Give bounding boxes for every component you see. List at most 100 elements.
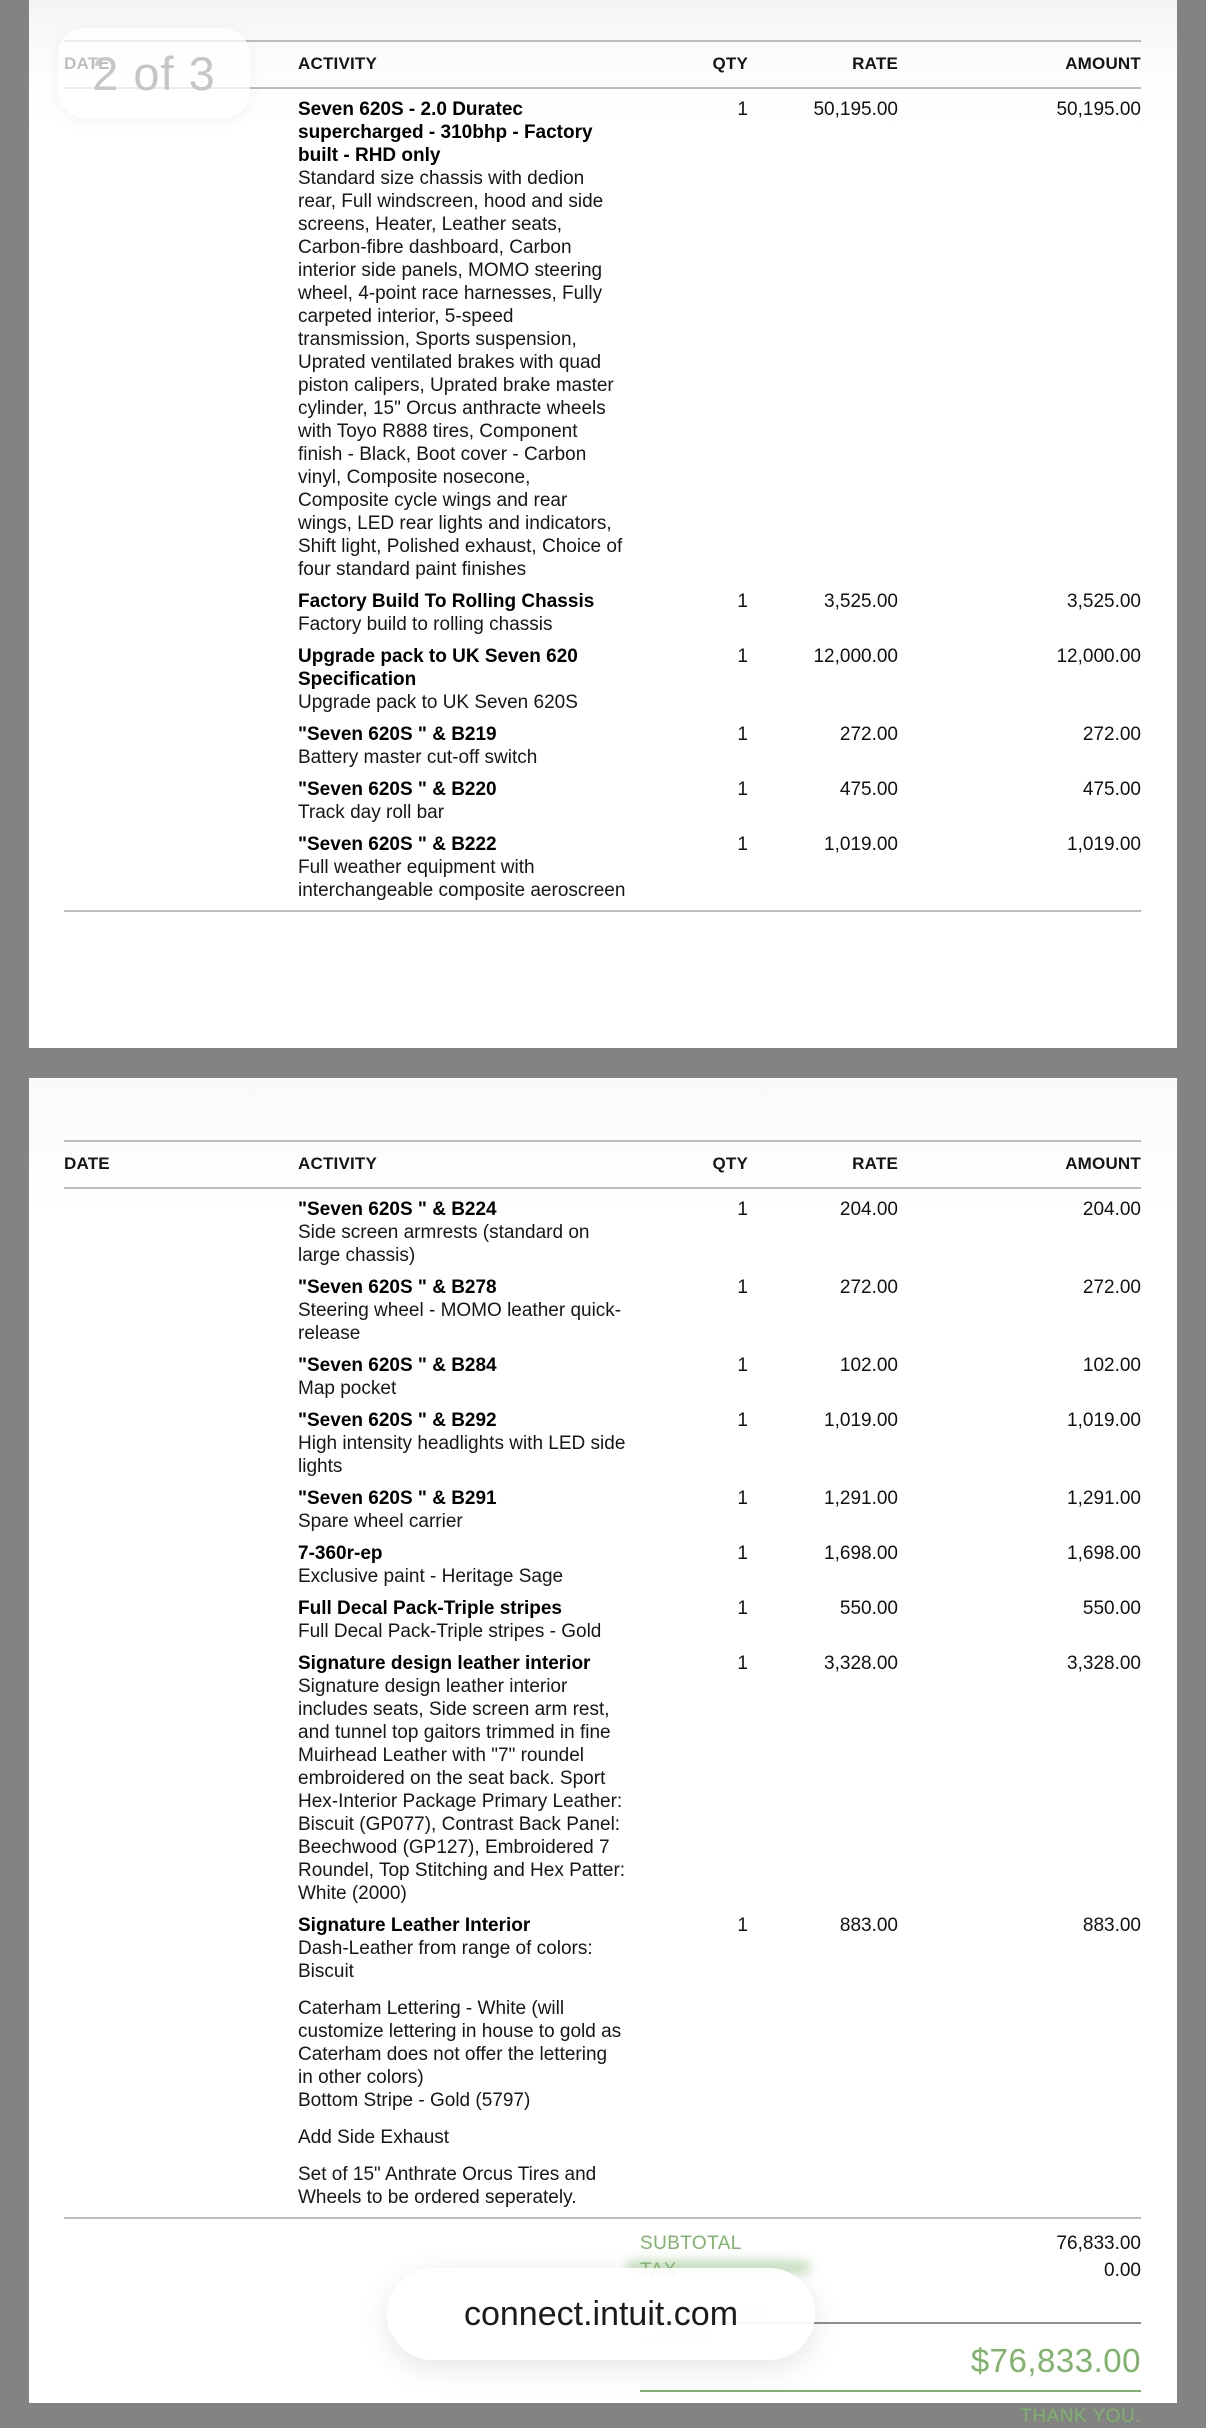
column-header-rate: RATE [852, 54, 898, 73]
item-amount: 1,019.00 [1067, 834, 1141, 855]
invoice-page-2: DATE ACTIVITY QTY RATE AMOUNT "Seven 620… [29, 1078, 1177, 2427]
table-row: 7-360r-ep Exclusive paint - Heritage Sag… [64, 1542, 1141, 1588]
item-description: Battery master cut-off switch [298, 747, 538, 768]
item-title: 7-360r-ep [298, 1543, 383, 1564]
table-row: Factory Build To Rolling Chassis Factory… [64, 590, 1141, 636]
item-amount: 272.00 [1082, 724, 1141, 745]
item-qty: 1 [737, 779, 748, 800]
item-qty: 1 [737, 1410, 748, 1431]
item-title: "Seven 620S " & B220 [298, 779, 497, 800]
item-rate: 883.00 [839, 1915, 898, 1936]
item-title: "Seven 620S " & B278 [298, 1277, 497, 1298]
table-row: Upgrade pack to UK Seven 620 Specificati… [64, 645, 1141, 714]
balance-due-value: $76,833.00 [970, 2342, 1141, 2379]
item-title: "Seven 620S " & B224 [298, 1199, 497, 1220]
item-amount: 272.00 [1082, 1277, 1141, 1298]
table-row: "Seven 620S " & B224 Side screen armrest… [64, 1198, 1141, 1267]
item-title: Signature Leather Interior [298, 1915, 531, 1936]
table-row: "Seven 620S " & B278 Steering wheel - MO… [64, 1276, 1141, 1345]
item-title: "Seven 620S " & B222 [298, 834, 497, 855]
column-header-amount: AMOUNT [1065, 54, 1141, 73]
item-qty: 1 [737, 1488, 748, 1509]
item-rate: 475.00 [839, 779, 898, 800]
item-amount: 1,698.00 [1067, 1543, 1141, 1564]
item-description: Spare wheel carrier [298, 1511, 463, 1532]
item-qty: 1 [737, 1543, 748, 1564]
total-underline [640, 2390, 1141, 2392]
table-row: "Seven 620S " & B292 High intensity head… [64, 1409, 1141, 1478]
column-header-activity: ACTIVITY [298, 1154, 378, 1173]
item-description: Full weather equipment with interchangea… [298, 857, 626, 901]
table-row: "Seven 620S " & B219 Battery master cut-… [64, 723, 1141, 769]
item-amount: 3,525.00 [1067, 591, 1141, 612]
item-title: "Seven 620S " & B284 [298, 1355, 497, 1376]
item-description: Signature design leather interior includ… [298, 1676, 626, 1904]
table-row: "Seven 620S " & B222 Full weather equipm… [64, 833, 1141, 902]
item-rate: 272.00 [839, 1277, 898, 1298]
item-description: Track day roll bar [298, 802, 445, 823]
item-amount: 12,000.00 [1056, 646, 1141, 667]
item-amount: 1,291.00 [1067, 1488, 1141, 1509]
item-description: Dash-Leather from range of colors: Biscu… [298, 1938, 593, 1982]
item-amount: 475.00 [1082, 779, 1141, 800]
item-amount: 550.00 [1082, 1598, 1141, 1619]
item-amount: 102.00 [1082, 1355, 1141, 1376]
table-row: "Seven 620S " & B220 Track day roll bar … [64, 778, 1141, 824]
url-pill-label: connect.intuit.com [463, 2294, 739, 2333]
table-row: Signature Leather Interior Dash-Leather … [64, 1914, 1141, 1983]
column-header-rate: RATE [852, 1154, 898, 1173]
item-qty: 1 [737, 1277, 748, 1298]
table-row: "Seven 620S " & B284 Map pocket 1 102.00… [64, 1354, 1141, 1400]
item-rate: 50,195.00 [813, 99, 898, 120]
item-amount: 3,328.00 [1067, 1653, 1141, 1674]
item-rate: 1,698.00 [824, 1543, 898, 1564]
item-qty: 1 [737, 1598, 748, 1619]
invoice-page-1: DATE ACTIVITY QTY RATE AMOUNT Seven 620S… [29, 0, 1177, 1048]
subtotal-label: SUBTOTAL [640, 2233, 742, 2254]
item-title: "Seven 620S " & B219 [298, 724, 497, 745]
item-rate: 550.00 [839, 1598, 898, 1619]
browser-url-pill[interactable]: connect.intuit.com [387, 2268, 815, 2360]
table-row: "Seven 620S " & B291 Spare wheel carrier… [64, 1487, 1141, 1533]
column-header-date: DATE [64, 1154, 110, 1173]
item-description: Exclusive paint - Heritage Sage [298, 1566, 564, 1587]
item-rate: 1,019.00 [824, 834, 898, 855]
item-description: Standard size chassis with dedion rear, … [298, 168, 623, 580]
item-qty: 1 [737, 1653, 748, 1674]
item-amount: 50,195.00 [1056, 99, 1141, 120]
item-rate: 272.00 [839, 724, 898, 745]
table-row: Seven 620S - 2.0 Duratec supercharged - … [64, 98, 1141, 581]
item-title: Seven 620S - 2.0 Duratec supercharged - … [298, 99, 593, 166]
totals-divider [640, 2322, 1141, 2324]
item-rate: 12,000.00 [813, 646, 898, 667]
table-row: Full Decal Pack-Triple stripes Full Deca… [64, 1597, 1141, 1643]
invoice-note: Add Side Exhaust [298, 2127, 450, 2148]
table-header: DATE ACTIVITY QTY RATE AMOUNT [64, 1140, 1141, 1189]
item-description: Factory build to rolling chassis [298, 614, 553, 635]
item-qty: 1 [737, 724, 748, 745]
subtotal-value: 76,833.00 [1056, 2233, 1141, 2254]
column-header-amount: AMOUNT [1065, 1154, 1141, 1173]
item-amount: 204.00 [1082, 1199, 1141, 1220]
item-rate: 3,525.00 [824, 591, 898, 612]
item-rate: 3,328.00 [824, 1653, 898, 1674]
column-header-qty: QTY [712, 54, 748, 73]
thank-you-text: THANK YOU. [1020, 2406, 1141, 2427]
item-title: Upgrade pack to UK Seven 620 Specificati… [298, 646, 578, 690]
table-bottom-divider [64, 2217, 1141, 2219]
item-qty: 1 [737, 99, 748, 120]
item-rate: 1,019.00 [824, 1410, 898, 1431]
item-qty: 1 [737, 1915, 748, 1936]
column-header-qty: QTY [712, 1154, 748, 1173]
item-rate: 102.00 [839, 1355, 898, 1376]
table-row: Signature design leather interior Signat… [64, 1652, 1141, 1905]
item-rate: 204.00 [839, 1199, 898, 1220]
page-count-label: 2 of 3 [92, 46, 216, 100]
item-description: Steering wheel - MOMO leather quick-rele… [298, 1300, 622, 1344]
item-qty: 1 [737, 1355, 748, 1376]
item-title: "Seven 620S " & B291 [298, 1488, 497, 1509]
item-description: Upgrade pack to UK Seven 620S [298, 692, 578, 713]
item-description: High intensity headlights with LED side … [298, 1433, 626, 1477]
item-description: Map pocket [298, 1378, 397, 1399]
invoice-note: Set of 15" Anthrate Orcus Tires and Whee… [298, 2164, 597, 2208]
